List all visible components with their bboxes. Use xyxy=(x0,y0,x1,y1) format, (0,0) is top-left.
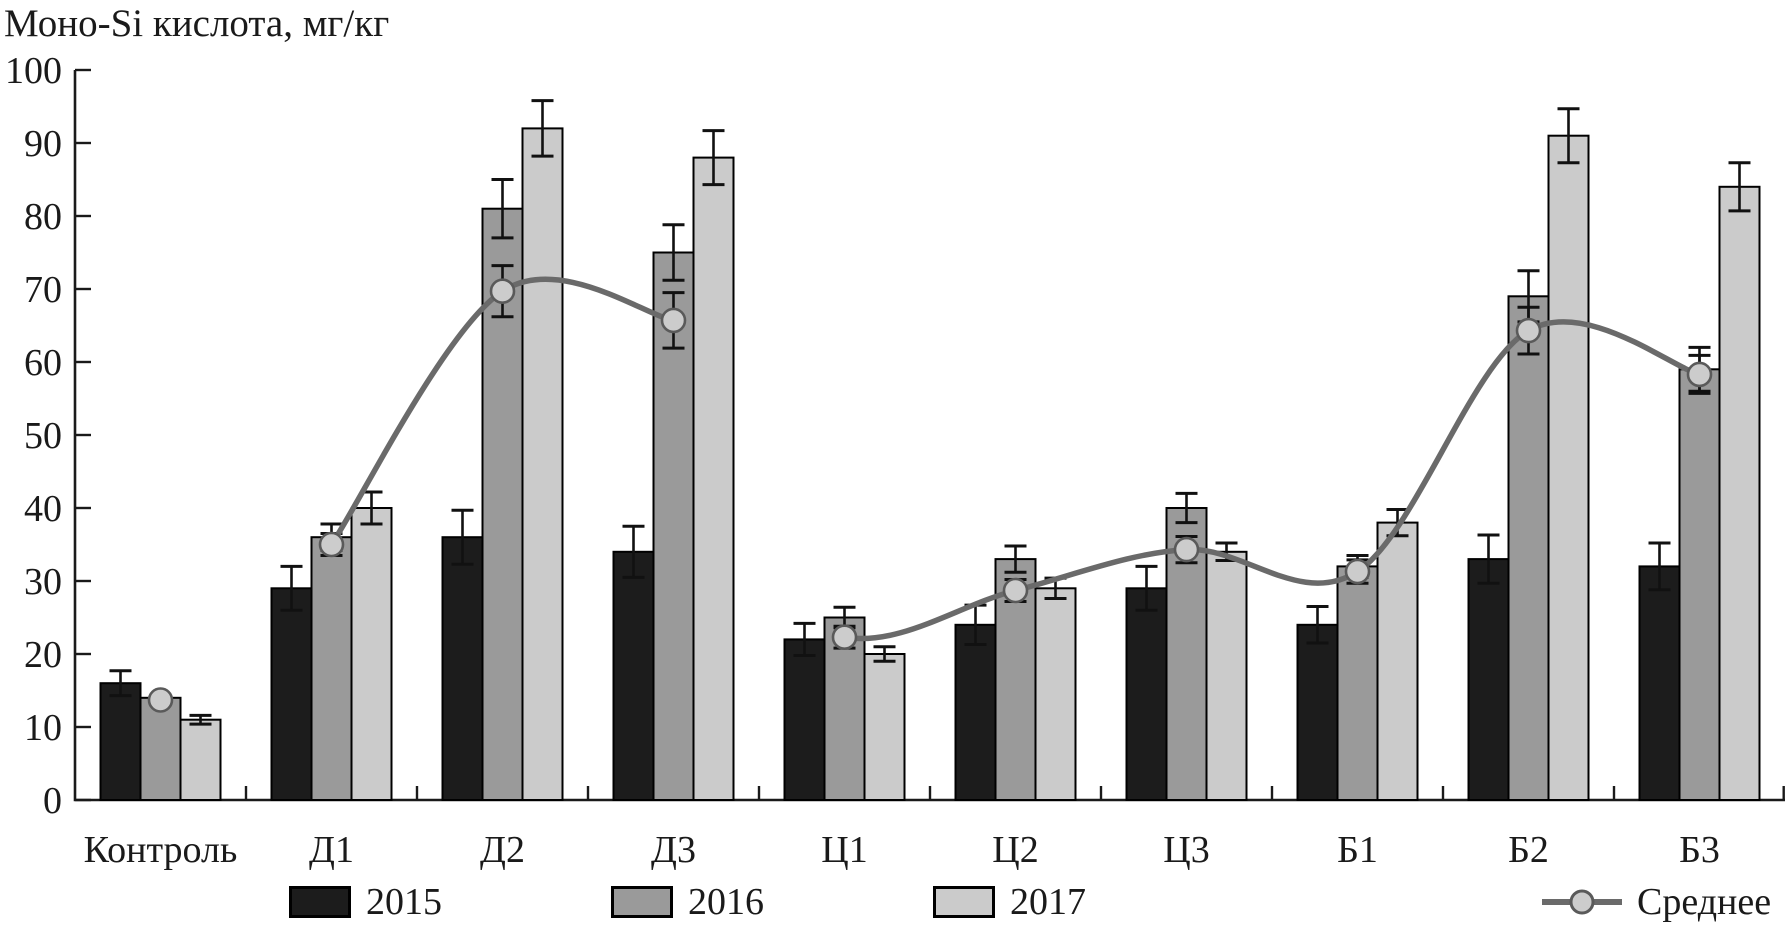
average-marker xyxy=(831,624,858,651)
bar-2015 xyxy=(99,682,142,802)
legend-item-average: Среднее xyxy=(1542,878,1771,926)
bar-2015 xyxy=(783,638,826,802)
legend-item-2015: 2015 xyxy=(289,878,442,926)
bar-2017 xyxy=(1547,134,1590,801)
y-tick-label: 10 xyxy=(24,707,62,749)
bar-2017 xyxy=(692,156,735,802)
x-axis-label: Б2 xyxy=(1508,829,1549,871)
bar-2015 xyxy=(1638,565,1681,802)
average-dot-swatch xyxy=(1569,889,1595,915)
x-axis-label: Ц1 xyxy=(821,829,867,871)
bar-2017 xyxy=(1205,550,1248,801)
x-axis-label: Контроль xyxy=(84,829,238,871)
x-axis-label: Д1 xyxy=(309,829,354,871)
x-axis-label: Б1 xyxy=(1337,829,1378,871)
legend-swatch-2016 xyxy=(611,886,673,918)
average-marker xyxy=(1515,317,1542,344)
bar-2017 xyxy=(350,507,393,801)
legend-label-2017: 2017 xyxy=(1010,881,1086,923)
y-tick-label: 0 xyxy=(43,780,62,822)
average-marker xyxy=(489,278,516,304)
bar-2017 xyxy=(1718,185,1761,802)
bar-2015 xyxy=(441,536,484,801)
legend-item-2017: 2017 xyxy=(933,878,1086,926)
average-marker xyxy=(1002,577,1029,604)
bar-2015 xyxy=(1296,623,1339,801)
y-tick-label: 90 xyxy=(24,123,62,165)
average-marker xyxy=(1686,361,1713,388)
x-axis-label: Ц3 xyxy=(1163,829,1209,871)
bar-2015 xyxy=(270,587,313,801)
y-tick-label: 50 xyxy=(24,415,62,457)
legend-swatch-2017 xyxy=(933,886,995,918)
y-tick-label: 80 xyxy=(24,196,62,238)
bar-2017 xyxy=(1376,521,1419,801)
legend-label-2016: 2016 xyxy=(688,881,764,923)
bar-2017 xyxy=(521,127,564,801)
x-axis-label: Б3 xyxy=(1679,829,1720,871)
y-tick-label: 20 xyxy=(24,634,62,676)
bar-2016 xyxy=(139,696,182,801)
y-tick-label: 100 xyxy=(5,50,62,92)
average-line-marker-icon xyxy=(1542,887,1622,917)
bar-2016 xyxy=(1678,368,1721,801)
average-marker xyxy=(147,687,174,713)
average-marker xyxy=(1344,558,1371,585)
chart-legend: 2015 2016 2017 Среднее xyxy=(0,878,1785,932)
y-tick-label: 60 xyxy=(24,342,62,384)
bar-2015 xyxy=(1467,558,1510,801)
y-tick-label: 70 xyxy=(24,269,62,311)
y-tick-label: 30 xyxy=(24,561,62,603)
bar-chart-plot: 0 10 20 30 40 50 60 70 80 90 100 Контроль Д1 Д2 Д3 Ц1 Ц2… xyxy=(5,50,1785,871)
bar-2017 xyxy=(1034,587,1077,801)
x-axis-label: Д2 xyxy=(480,829,525,871)
x-axis-label: Д3 xyxy=(651,829,696,871)
legend-item-2016: 2016 xyxy=(611,878,764,926)
legend-swatch-2015 xyxy=(289,886,351,918)
average-marker xyxy=(1173,536,1200,563)
bar-2015 xyxy=(954,623,997,801)
legend-label-2015: 2015 xyxy=(366,881,442,923)
legend-label-average: Среднее xyxy=(1637,881,1772,923)
bar-2017 xyxy=(863,653,906,801)
average-marker xyxy=(318,531,345,558)
bar-2015 xyxy=(1125,587,1168,801)
bar-2015 xyxy=(612,550,655,801)
average-marker xyxy=(660,307,687,334)
bar-2017 xyxy=(179,718,222,802)
chart-title: Моно-Si кислота, мг/кг xyxy=(4,2,390,45)
bar-2016 xyxy=(1507,295,1550,801)
bar-2016 xyxy=(1336,565,1379,802)
bar-2016 xyxy=(310,536,353,801)
y-tick-label: 40 xyxy=(24,488,62,530)
x-axis-label: Ц2 xyxy=(992,829,1038,871)
bar-2016 xyxy=(823,616,866,801)
